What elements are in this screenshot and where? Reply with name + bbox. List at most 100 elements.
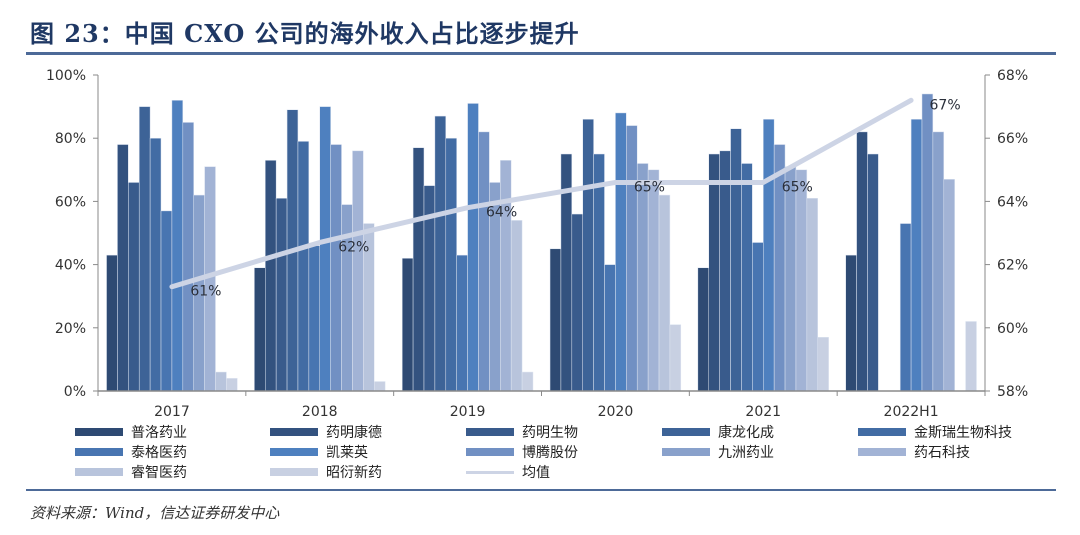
legend-label: 普洛药业 [131, 425, 187, 441]
bar-1-4 [708, 153, 720, 392]
legend-item: 博腾股份 [466, 443, 578, 461]
bar-9-5 [943, 179, 955, 392]
bar-1-5 [856, 131, 868, 392]
bar-1-0 [117, 144, 129, 392]
legend-item: 泰格医药 [75, 443, 187, 461]
bar-10-0 [215, 371, 227, 392]
bar-7-3 [626, 125, 638, 392]
legend-swatch [270, 428, 318, 436]
legend-item: 九洲药业 [662, 443, 774, 461]
legend-label: 药石科技 [914, 445, 970, 461]
average-data-label: 61% [190, 284, 221, 300]
bar-8-3 [636, 163, 649, 392]
bar-10-2 [510, 220, 523, 392]
bar-11-0 [226, 378, 238, 392]
average-line [169, 97, 914, 290]
right-tick-label: 62% [997, 258, 1028, 274]
legend-swatch [270, 468, 318, 476]
legend-swatch [270, 448, 318, 456]
legend-swatch [466, 448, 514, 456]
x-tick-label: 2020 [598, 404, 634, 420]
bar-5-2 [456, 254, 468, 392]
bar-1-2 [412, 147, 425, 392]
bar-3-2 [434, 115, 447, 392]
bar-0-2 [401, 258, 414, 392]
bar-4-3 [593, 153, 605, 392]
legend-swatch [75, 468, 123, 476]
bar-3-0 [138, 106, 151, 392]
legend-label: 均值 [522, 465, 550, 481]
bar-6-4 [763, 118, 775, 392]
legend-label: 博腾股份 [522, 445, 578, 461]
legend-label: 昭衍新药 [326, 465, 382, 481]
legend-swatch [858, 428, 906, 436]
legend-swatch [75, 448, 123, 456]
bar-8-4 [784, 166, 797, 392]
bar-2-0 [128, 182, 140, 392]
bar-0-5 [845, 254, 857, 392]
legend-swatch [75, 428, 123, 436]
right-tick-label: 58% [997, 384, 1028, 400]
legend-item: 康龙化成 [662, 423, 774, 441]
bar-4-1 [297, 141, 310, 392]
x-tick-label: 2019 [450, 404, 486, 420]
legend-item: 均值 [466, 463, 550, 481]
bar-11-2 [521, 371, 534, 392]
bar-9-1 [352, 150, 364, 392]
legend-label: 金斯瑞生物科技 [914, 425, 1012, 441]
bar-11-4 [817, 337, 829, 392]
average-data-label: 64% [486, 205, 517, 221]
bottom-divider [26, 489, 1056, 491]
left-tick-label: 20% [55, 321, 86, 337]
legend-item: 普洛药业 [75, 423, 187, 441]
legend-item: 药明康德 [270, 423, 382, 441]
bar-7-0 [182, 122, 194, 392]
bar-0-3 [549, 248, 562, 392]
bar-5-0 [160, 210, 173, 392]
legend-item: 药石科技 [858, 443, 970, 461]
bar-6-5 [910, 118, 923, 392]
bar-2-5 [867, 153, 879, 392]
legend-label: 九洲药业 [718, 445, 774, 461]
right-tick-label: 68% [997, 68, 1028, 84]
title-divider [26, 52, 1056, 55]
bar-11-3 [669, 324, 682, 392]
bar-1-1 [265, 160, 277, 392]
left-tick-label: 80% [55, 131, 86, 147]
bar-4-4 [741, 163, 753, 392]
legend-item: 凯莱英 [270, 443, 368, 461]
chart: 0% 20% 40% 60% 80% 100% 58% 60% 62% 64% 66% 68% 2017… [46, 68, 1028, 420]
legend-item: 昭衍新药 [270, 463, 382, 481]
bar-4-2 [445, 137, 457, 392]
x-tick-label: 2021 [745, 404, 781, 420]
legend-item: 睿智医药 [75, 463, 187, 481]
right-tick-label: 64% [997, 194, 1028, 210]
legend-label: 睿智医药 [131, 465, 187, 481]
legend-label: 药明康德 [326, 425, 382, 441]
left-tick-label: 0% [64, 384, 86, 400]
legend-label: 泰格医药 [131, 445, 187, 461]
average-data-label: 67% [930, 97, 961, 113]
legend-label: 凯莱英 [326, 445, 368, 461]
legend-swatch [466, 428, 514, 436]
bar-10-4 [806, 197, 818, 392]
bar-3-4 [730, 128, 742, 392]
legend-swatch [858, 448, 906, 456]
legend-item: 药明生物 [466, 423, 578, 441]
legend-swatch [662, 448, 710, 456]
bar-7-2 [478, 131, 490, 392]
right-tick-label: 66% [997, 131, 1028, 147]
average-data-label: 65% [782, 179, 813, 195]
chart-title: 图 23：中国 CXO 公司的海外收入占比逐步提升 [30, 19, 580, 48]
legend-swatch [466, 470, 514, 474]
bar-2-4 [719, 150, 731, 392]
legend-item: 金斯瑞生物科技 [858, 423, 1012, 441]
bar-9-3 [647, 169, 660, 392]
bar-7-5 [921, 93, 934, 392]
bar-6-1 [319, 106, 331, 392]
bar-7-1 [330, 144, 342, 392]
average-data-label: 62% [338, 239, 369, 255]
bar-0-0 [106, 254, 118, 392]
bar-9-2 [500, 160, 512, 392]
bar-5-1 [308, 245, 321, 392]
